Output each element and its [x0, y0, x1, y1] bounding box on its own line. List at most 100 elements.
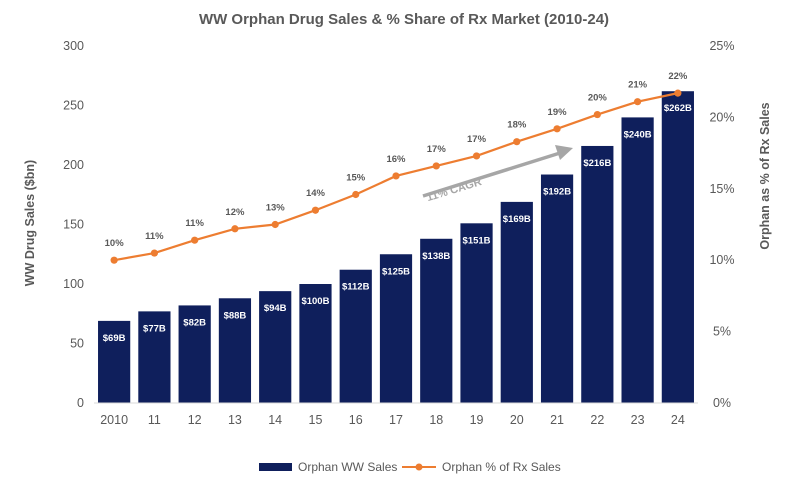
y-tick-label: 200: [63, 158, 84, 172]
chart-title: WW Orphan Drug Sales & % Share of Rx Mar…: [199, 11, 609, 28]
y2-tick-label: 0%: [713, 396, 731, 410]
y2-axis-ticks: 0% 5% 10% 15% 20% 25%: [709, 39, 734, 410]
y2-axis-label: Orphan as % of Rx Sales: [758, 102, 772, 249]
bar-data-label: $169B: [503, 214, 531, 225]
line-point: [110, 256, 118, 264]
cagr-arrow-shaft: [422, 151, 561, 198]
bar: [299, 284, 332, 403]
line-data-label: 17%: [467, 134, 487, 145]
line-series: 10% 11% 11% 12% 13% 14% 15% 16% 17% 17% 18% 19% 20% 2…: [105, 71, 688, 264]
bar: [138, 311, 171, 403]
y-tick-label: 150: [63, 218, 84, 232]
bar-data-label: $262B: [664, 103, 692, 114]
cagr-annotation-text: 11% CAGR: [425, 176, 483, 204]
line-data-label: 13%: [266, 203, 286, 214]
line-data-label: 21%: [628, 80, 648, 91]
line-point: [593, 110, 601, 119]
bar-data-label: $94B: [264, 303, 287, 314]
bar-data-label: $82B: [183, 317, 206, 328]
line-data-label: 10%: [105, 238, 125, 249]
line-point: [674, 89, 682, 97]
line-point: [271, 220, 279, 229]
y2-tick-label: 20%: [709, 110, 734, 124]
y-axis-label: WW Drug Sales ($bn): [23, 160, 37, 286]
y-tick-label: 250: [63, 99, 84, 113]
x-tick-label: 11: [148, 413, 161, 427]
line-data-label: 11%: [145, 231, 164, 242]
bar-data-label: $151B: [463, 235, 491, 246]
bar-series: $69B $77B $82B $88B $94B $100B $112B $125B $138B…: [98, 91, 694, 404]
x-tick-label: 22: [590, 413, 604, 427]
bar-data-label: $100B: [301, 296, 329, 307]
line-point: [150, 249, 158, 257]
line-point: [392, 172, 400, 180]
x-tick-label: 20: [510, 413, 524, 427]
line-point: [432, 162, 440, 170]
x-tick-label: 21: [550, 413, 564, 427]
bar-data-label: $77B: [143, 323, 166, 334]
x-tick-label: 19: [470, 413, 484, 427]
bar: [661, 91, 694, 403]
y-axis-ticks: 0 50 100 150 200 250 300: [63, 39, 84, 410]
line-data-label: 14%: [306, 188, 326, 199]
x-tick-label: 16: [349, 413, 363, 427]
legend-label-bars: Orphan WW Sales: [298, 460, 397, 474]
bar: [460, 223, 493, 403]
x-tick-label: 13: [228, 413, 242, 427]
y-tick-label: 100: [63, 277, 84, 291]
line-point: [191, 236, 199, 244]
line-point: [352, 190, 360, 199]
bar-data-label: $69B: [103, 333, 126, 344]
x-tick-label: 14: [268, 413, 282, 427]
y2-tick-label: 5%: [713, 325, 731, 339]
line-point: [472, 152, 481, 160]
line-data-label: 12%: [225, 207, 245, 218]
bar: [500, 201, 533, 403]
bar: [218, 298, 252, 403]
legend-label-line: Orphan % of Rx Sales: [442, 460, 561, 474]
line-data-label: 16%: [386, 154, 406, 165]
bar: [581, 145, 614, 403]
bar: [259, 291, 292, 403]
bar-data-label: $138B: [422, 251, 450, 262]
bar: [339, 269, 372, 403]
x-tick-label: 23: [631, 413, 645, 427]
bar: [178, 305, 211, 403]
line-data-label: 22%: [668, 71, 688, 82]
x-axis-ticks: 2010 11 12 13 14 15 16 17 18 19 20 21 22 23 24: [100, 413, 685, 427]
bar-data-label: $88B: [224, 310, 247, 321]
x-tick-label: 18: [429, 413, 443, 427]
bar: [379, 254, 413, 403]
y-tick-label: 50: [70, 337, 84, 351]
x-tick-label: 15: [309, 413, 323, 427]
line-data-label: 11%: [185, 218, 204, 229]
y-tick-label: 300: [63, 39, 84, 53]
x-tick-label: 24: [671, 413, 685, 427]
y-tick-label: 0: [77, 396, 84, 410]
x-tick-label: 12: [188, 413, 202, 427]
y2-tick-label: 25%: [709, 39, 734, 53]
line-data-label: 18%: [507, 120, 527, 131]
line-point: [513, 138, 521, 146]
line-point: [634, 98, 642, 106]
line-data-label: 20%: [588, 93, 608, 104]
line-data-label: 15%: [346, 173, 366, 184]
line-point: [311, 206, 320, 214]
bar-data-label: $240B: [624, 129, 652, 140]
cagr-arrow-head: [555, 145, 573, 160]
bar: [621, 117, 654, 404]
bar: [420, 238, 453, 403]
bar-data-label: $125B: [382, 266, 410, 277]
x-tick-label: 2010: [100, 413, 128, 427]
line-data-label: 19%: [548, 107, 568, 118]
bar-data-label: $216B: [583, 158, 611, 169]
bar: [540, 174, 574, 403]
legend: Orphan WW Sales Orphan % of Rx Sales: [259, 460, 561, 474]
line-data-label: 17%: [427, 144, 447, 155]
line-point: [231, 225, 239, 233]
bar-data-label: $112B: [342, 282, 370, 293]
legend-swatch-marker: [415, 463, 423, 471]
bar-data-label: $192B: [543, 187, 571, 198]
y2-tick-label: 10%: [709, 253, 734, 267]
